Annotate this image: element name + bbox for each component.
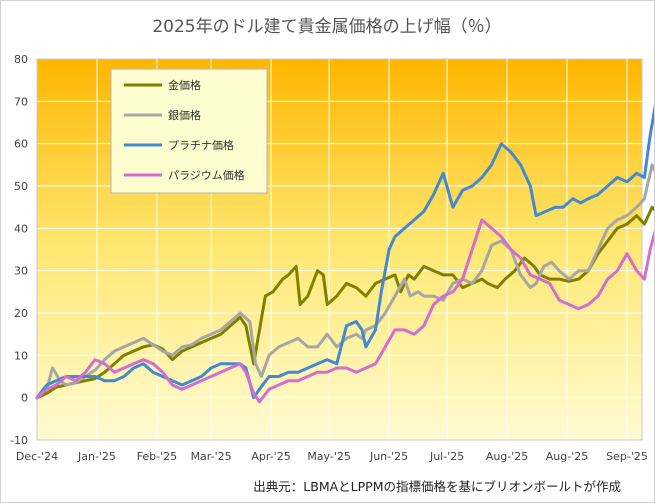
x-tick-label: Sep-'25 <box>606 450 648 463</box>
x-tick-label: Aug-'25 <box>486 450 528 463</box>
x-tick-label: Feb-'25 <box>137 450 177 463</box>
legend-box <box>110 68 268 194</box>
y-tick-label: 50 <box>14 180 28 193</box>
x-tick-label: Dec-'24 <box>16 450 58 463</box>
series-lines <box>35 104 654 404</box>
x-tick-label: Jan-'25 <box>77 450 116 463</box>
legend-label-0: 金価格 <box>168 78 201 92</box>
x-tick-label: Mar-'25 <box>191 450 232 463</box>
plot-border <box>36 58 643 441</box>
series-line-1 <box>35 163 654 400</box>
y-tick-label: -10 <box>10 434 28 447</box>
y-tick-label: 0 <box>21 392 28 405</box>
legend-label-2: プラチナ価格 <box>168 138 234 152</box>
y-tick-label: 10 <box>14 349 28 362</box>
series-line-2 <box>35 104 654 400</box>
x-tick-label: Jun-'25 <box>369 450 408 463</box>
x-tick-label: Aug-'25 <box>546 450 588 463</box>
y-tick-label: 20 <box>14 307 28 320</box>
y-tick-label: 60 <box>14 138 28 151</box>
x-tick-label: May-'25 <box>307 450 351 463</box>
axis-tick-labels: -10 0 10 20 30 40 50 60 70 80 Dec-'24 Jan-'25 Feb-'2… <box>10 53 648 463</box>
source-note: 出典元：LBMAとLPPMの指標価格を基にブリオンボールトが作成 <box>253 479 621 494</box>
y-tick-label: 80 <box>14 53 28 66</box>
legend-label-1: 銀価格 <box>168 108 201 122</box>
x-tick-label: Apr-'25 <box>251 450 290 463</box>
y-tick-label: 70 <box>14 95 28 108</box>
legend-label-3: パラジウム価格 <box>168 168 245 182</box>
y-tick-label: 30 <box>14 265 28 278</box>
chart-title: 2025年のドル建て貴金属価格の上げ幅（％） <box>152 17 501 37</box>
x-tick-label: Jul-'25 <box>429 450 464 463</box>
series-line-3 <box>35 218 654 404</box>
y-tick-label: 40 <box>14 222 28 235</box>
